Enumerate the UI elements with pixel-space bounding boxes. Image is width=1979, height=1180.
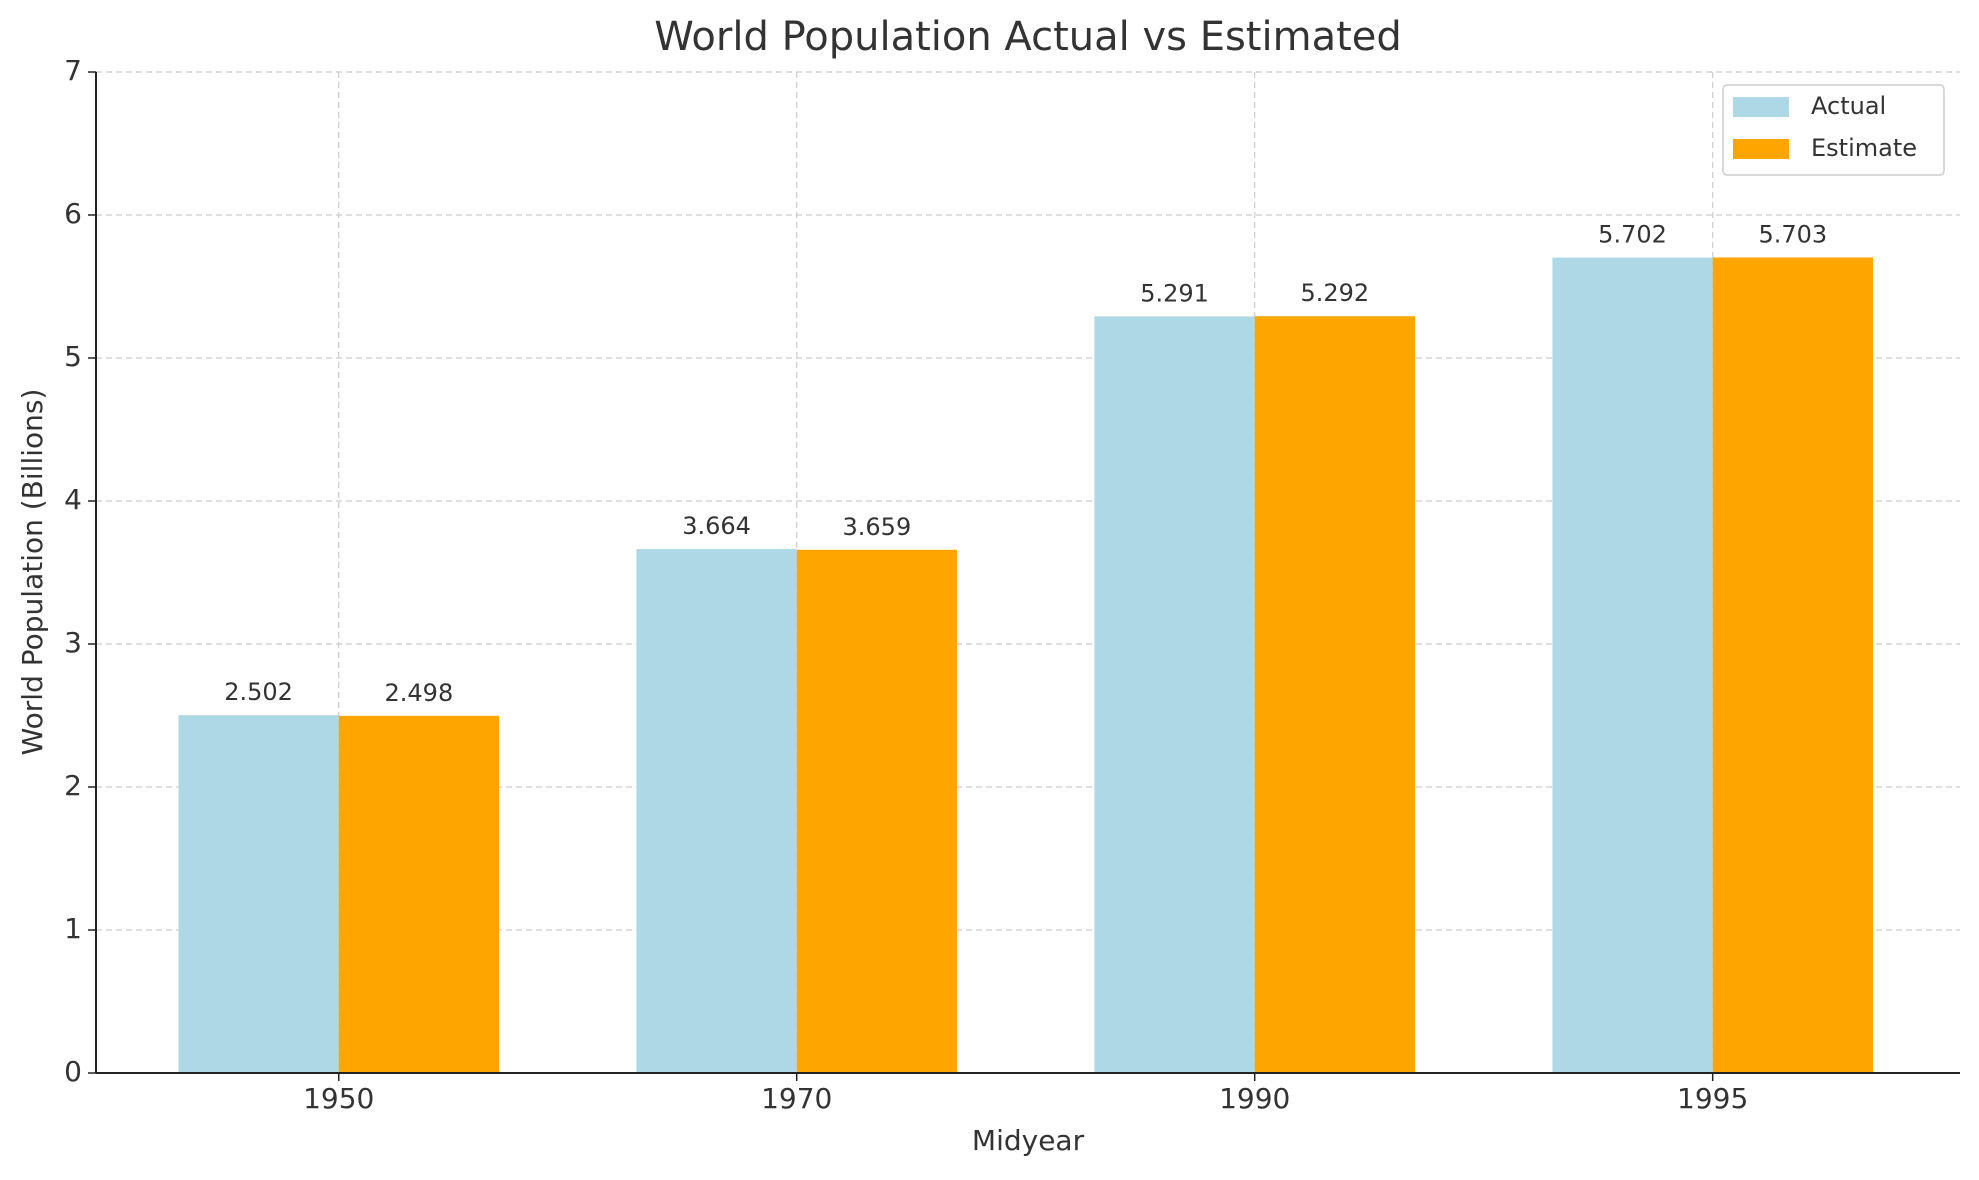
y-tick-label: 2 xyxy=(64,769,82,802)
value-label: 3.659 xyxy=(843,513,912,541)
bar xyxy=(636,549,797,1073)
bar xyxy=(1094,316,1255,1074)
bar xyxy=(178,715,339,1073)
value-label: 5.292 xyxy=(1300,279,1369,307)
value-label: 2.502 xyxy=(224,678,293,706)
legend-label: Estimate xyxy=(1811,134,1917,162)
value-label: 2.498 xyxy=(385,679,454,707)
x-tick-label: 1970 xyxy=(761,1082,832,1115)
x-tick-label: 1995 xyxy=(1677,1082,1748,1115)
legend-swatch xyxy=(1733,97,1789,117)
value-label: 5.291 xyxy=(1140,279,1209,307)
chart-title: World Population Actual vs Estimated xyxy=(654,14,1402,60)
y-tick-label: 7 xyxy=(64,54,82,87)
y-tick-label: 3 xyxy=(64,626,82,659)
value-label: 5.703 xyxy=(1758,220,1827,248)
legend-swatch xyxy=(1733,139,1789,159)
x-axis-label: Midyear xyxy=(972,1124,1085,1157)
bar xyxy=(1552,257,1713,1073)
y-tick-label: 0 xyxy=(64,1055,82,1088)
x-tick-label: 1950 xyxy=(303,1082,374,1115)
value-label: 3.664 xyxy=(682,512,751,540)
y-axis-label: World Population (Billions) xyxy=(16,389,49,756)
legend-label: Actual xyxy=(1811,92,1886,120)
bar xyxy=(1712,257,1873,1073)
y-tick-label: 1 xyxy=(64,912,82,945)
bar xyxy=(338,715,500,1073)
x-tick-label: 1990 xyxy=(1219,1082,1290,1115)
y-tick-label: 5 xyxy=(64,340,82,373)
bar xyxy=(796,549,958,1073)
value-label: 5.702 xyxy=(1598,221,1667,249)
y-tick-label: 4 xyxy=(64,483,82,516)
bar xyxy=(1254,316,1415,1073)
y-tick-label: 6 xyxy=(64,197,82,230)
